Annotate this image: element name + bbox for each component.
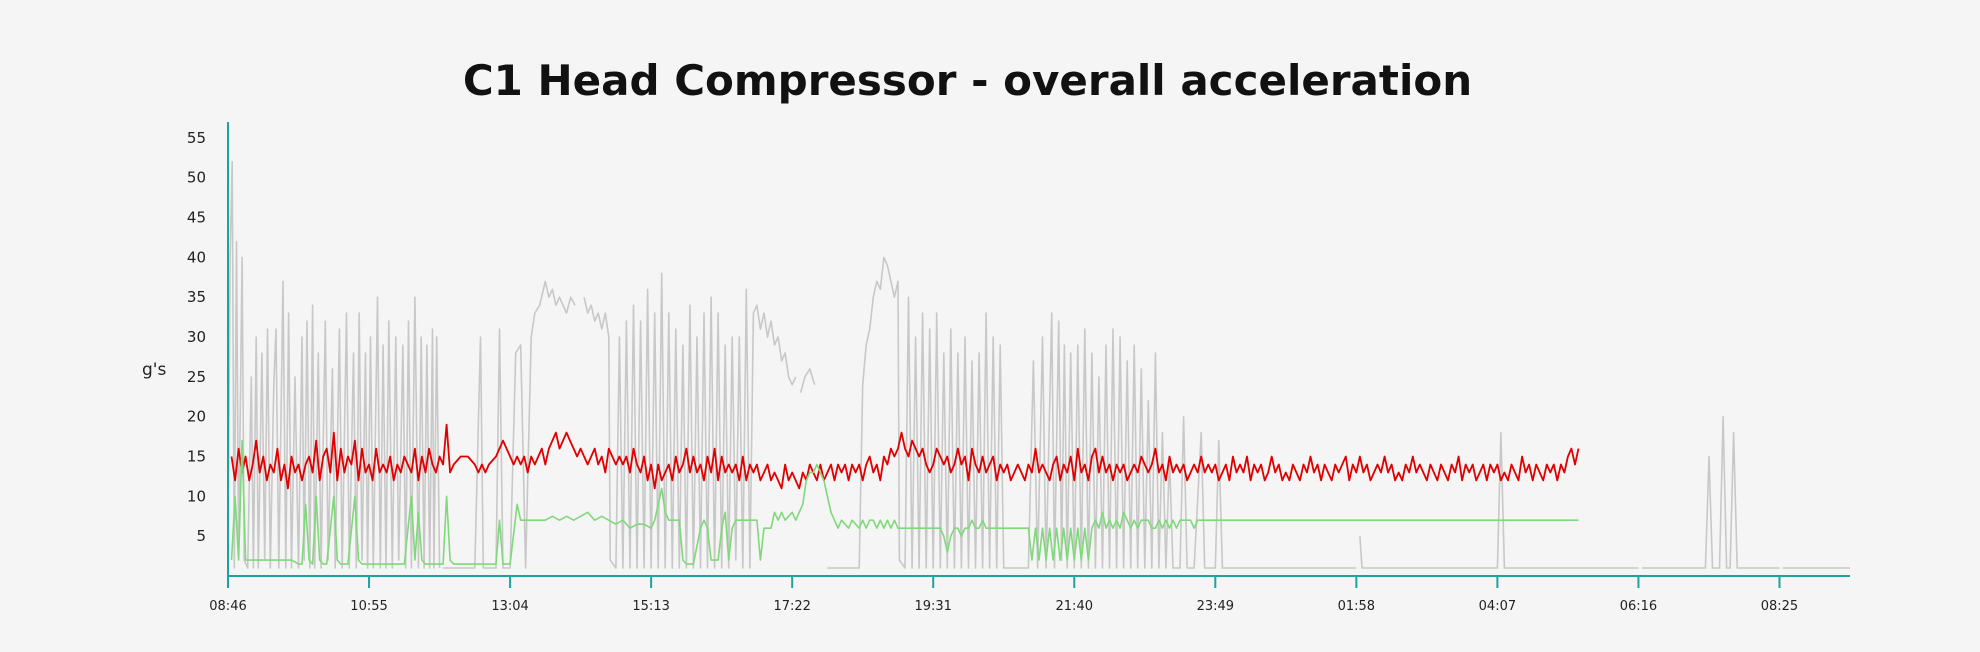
y-axis-label: g's — [142, 360, 167, 380]
y-tick-label: 10 — [187, 487, 206, 505]
gray-series-line — [583, 272, 797, 569]
x-tick-label: 08:25 — [1761, 599, 1798, 614]
gray-series-line — [827, 256, 1357, 569]
y-tick-label: 40 — [187, 248, 206, 266]
y-tick-label: 5 — [196, 527, 206, 545]
x-tick-label: 10:55 — [350, 599, 387, 614]
x-tick-label: 06:16 — [1620, 599, 1657, 614]
x-tick-label: 13:04 — [491, 599, 528, 614]
x-tick-label: 04:07 — [1479, 599, 1516, 614]
y-tick-label: 45 — [187, 209, 206, 227]
gray-series-line — [1642, 415, 1780, 569]
y-tick-label: 25 — [187, 368, 206, 386]
y-tick-label: 50 — [187, 169, 206, 187]
y-tick-label: 55 — [187, 129, 206, 147]
x-tick-label: 19:31 — [914, 599, 951, 614]
x-tick-label: 08:46 — [209, 599, 246, 614]
x-tick-label: 17:22 — [773, 599, 810, 614]
series-layer — [227, 161, 1850, 569]
axis-layer: 5 10 15 20 25 30 35 40 45 50 55 08:46 10:55 13:04 15:1… — [187, 122, 1850, 614]
y-tick-label: 15 — [187, 448, 206, 466]
gray-series-line — [1359, 431, 1639, 569]
x-tick-label: 01:58 — [1338, 599, 1375, 614]
green-series-line — [230, 439, 1579, 565]
chart-title: C1 Head Compressor - overall acceleratio… — [462, 56, 1473, 105]
x-tick-label: 15:13 — [632, 599, 669, 614]
y-tick-label: 30 — [187, 328, 206, 346]
red-series-line — [230, 423, 1580, 490]
y-tick-label: 35 — [187, 288, 206, 306]
x-tick-label: 21:40 — [1056, 599, 1093, 614]
gray-series-line — [443, 280, 576, 569]
y-tick-label: 20 — [187, 408, 206, 426]
gray-series-line — [799, 368, 816, 394]
x-tick-label: 23:49 — [1197, 599, 1234, 614]
